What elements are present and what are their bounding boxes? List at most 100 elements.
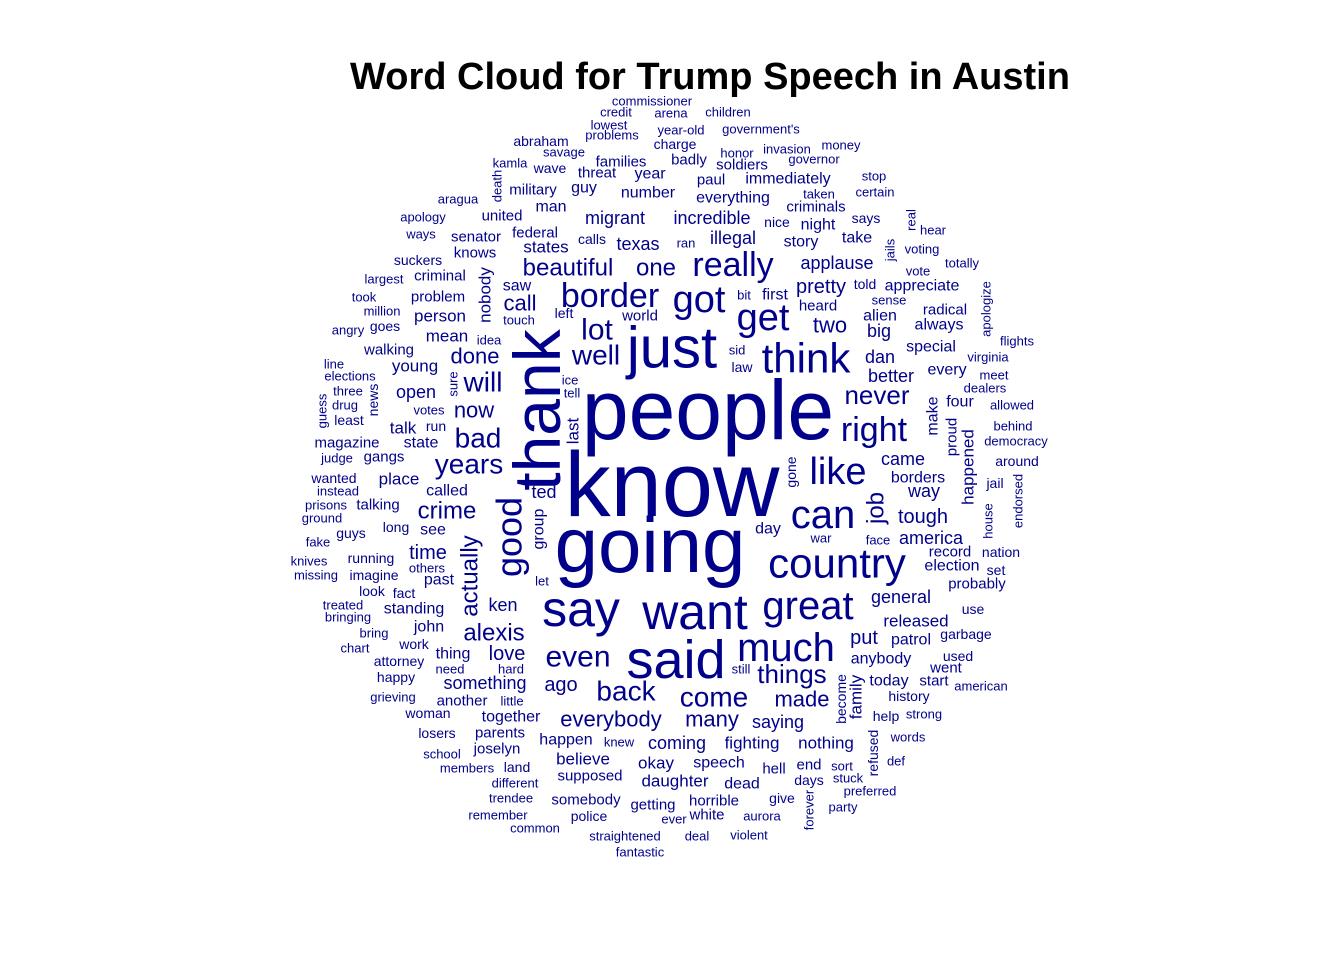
word-will: will: [463, 367, 503, 398]
word-well: well: [571, 340, 620, 371]
word-days: days: [794, 772, 824, 788]
word-violent: violent: [730, 828, 768, 843]
word-school: school: [423, 747, 461, 762]
word-ice: ice: [562, 373, 579, 388]
word-certain: certain: [855, 185, 894, 200]
word-nobody: nobody: [476, 267, 495, 323]
word-flights: flights: [1000, 334, 1034, 349]
word-america: america: [899, 528, 964, 548]
word-around: around: [995, 453, 1039, 469]
word-place: place: [379, 470, 420, 489]
word-white: white: [688, 807, 724, 824]
word-general: general: [871, 587, 931, 607]
word-just: just: [625, 316, 717, 381]
word-give: give: [769, 790, 795, 806]
word-bad: bad: [455, 423, 502, 454]
word-attorney: attorney: [374, 653, 425, 669]
word-work: work: [398, 636, 430, 652]
word-tell: tell: [564, 386, 581, 401]
word-want: want: [641, 584, 748, 640]
word-probably: probably: [948, 576, 1006, 593]
word-country: country: [768, 540, 906, 587]
word-got: got: [673, 279, 726, 321]
word-great: great: [762, 584, 853, 628]
word-thing: thing: [436, 646, 471, 663]
word-bit: bit: [737, 288, 751, 303]
word-radical: radical: [923, 302, 967, 319]
word-can: can: [791, 493, 856, 537]
word-united: united: [482, 208, 523, 225]
word-prisons: prisons: [305, 498, 347, 513]
word-savage: savage: [543, 145, 585, 160]
word-okay: okay: [638, 754, 674, 773]
word-texas: texas: [616, 234, 659, 254]
word-touch: touch: [503, 313, 535, 328]
word-really: really: [692, 246, 773, 284]
word-together: together: [482, 709, 541, 726]
word-treated: treated: [323, 598, 363, 613]
word-number: number: [621, 185, 676, 202]
word-alien: alien: [863, 308, 897, 325]
word-honor: honor: [720, 146, 754, 161]
word-think: think: [762, 335, 852, 382]
word-children: children: [705, 105, 751, 120]
word-refused: refused: [865, 730, 881, 777]
word-members: members: [440, 761, 495, 776]
word-strong: strong: [906, 707, 942, 722]
word-today: today: [869, 673, 908, 690]
word-done: done: [451, 344, 500, 369]
word-fighting: fighting: [725, 734, 780, 753]
word-first: first: [762, 287, 788, 304]
word-told: told: [854, 276, 877, 292]
word-taken: taken: [803, 187, 835, 202]
word-guy: guy: [571, 180, 597, 197]
word-voting: voting: [905, 242, 940, 257]
word-votes: votes: [413, 403, 445, 418]
word-start: start: [919, 673, 949, 690]
word-proud: proud: [944, 418, 961, 456]
word-imagine: imagine: [349, 567, 398, 583]
word-run: run: [426, 418, 446, 434]
word-alexis: alexis: [463, 620, 524, 647]
word-others: others: [409, 561, 446, 576]
word-anybody: anybody: [851, 651, 912, 668]
word-walking: walking: [363, 342, 414, 359]
word-credit: credit: [600, 105, 632, 120]
word-become: become: [833, 674, 849, 724]
word-ted: ted: [531, 482, 556, 502]
word-government-s: government's: [722, 122, 800, 137]
word-problems: problems: [585, 128, 639, 143]
word-still: still: [732, 662, 751, 677]
word-went: went: [929, 660, 963, 677]
word-garbage: garbage: [940, 626, 992, 642]
word-says: says: [852, 210, 881, 226]
word-endorsed: endorsed: [1011, 474, 1026, 528]
word-long: long: [383, 519, 409, 535]
word-state: state: [404, 435, 439, 452]
word-federal: federal: [512, 225, 558, 242]
word-forever: forever: [802, 789, 817, 830]
word-day: day: [755, 521, 781, 538]
word-grieving: grieving: [370, 690, 416, 705]
word-million: million: [364, 304, 401, 319]
word-right: right: [841, 411, 908, 449]
word-big: big: [867, 321, 891, 341]
word-lot: lot: [581, 314, 613, 347]
word-coming: coming: [648, 733, 706, 753]
word-military: military: [509, 182, 557, 199]
word-always: always: [915, 317, 964, 334]
word-story: story: [784, 234, 819, 251]
word-applause: applause: [800, 253, 873, 273]
word-horrible: horrible: [689, 793, 739, 810]
word-like: like: [809, 451, 866, 493]
word-ways: ways: [405, 227, 436, 242]
word-talk: talk: [390, 419, 417, 438]
word-nothing: nothing: [798, 734, 854, 753]
word-use: use: [962, 601, 985, 617]
word-senator: senator: [451, 229, 501, 246]
word-four: four: [946, 394, 974, 411]
word-much: much: [737, 626, 835, 670]
word-totally: totally: [945, 256, 979, 271]
word-running: running: [348, 550, 395, 566]
word-fact: fact: [393, 585, 416, 601]
